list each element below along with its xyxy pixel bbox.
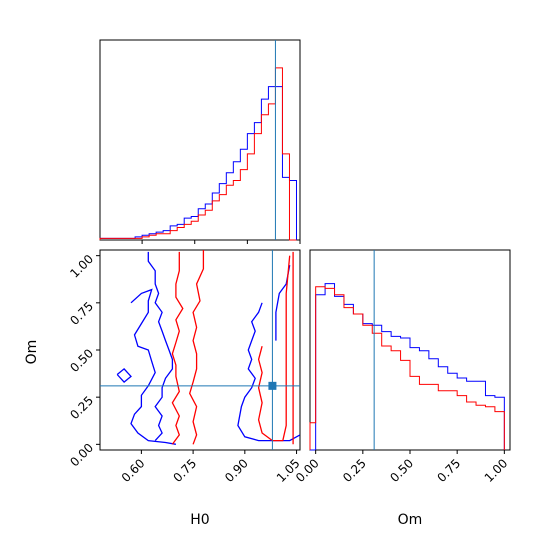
contour-ytick-label: 0.50: [67, 346, 96, 375]
hist-om-red-step: [309, 286, 505, 450]
contour-blue-2: [116, 368, 132, 383]
contour-ytick-label: 1.00: [67, 252, 96, 281]
hist-om-xtick-label: 0.25: [340, 456, 369, 485]
contour-frame: [99, 249, 301, 451]
contour-ytick-label: 0.00: [67, 441, 96, 470]
contour-lines: [100, 250, 300, 450]
x-axis-label-om: Om: [398, 512, 423, 528]
contour-red-5: [171, 251, 184, 445]
contour-ytick-label: 0.25: [67, 393, 96, 422]
contour-truth-marker: [268, 381, 277, 390]
contour-blue-3: [237, 302, 300, 442]
contour-ytick-label: 0.75: [67, 299, 96, 328]
hist-om-series: [309, 250, 505, 451]
hist-h0-red-step: [99, 67, 297, 241]
hist-om-frame: [309, 249, 511, 451]
hist-om-blue-step: [310, 283, 505, 451]
contour-xtick-label: 0.60: [119, 456, 148, 485]
contour-red-7: [257, 255, 291, 442]
hist-om-panel: 0.00 0.25 0.50 0.75 1.00 Om: [293, 249, 511, 528]
hist-h0-panel: [99, 39, 301, 244]
hist-h0-ticks: [141, 240, 301, 244]
y-axis-label-om: Om: [24, 340, 40, 365]
hist-om-ticks: 0.00 0.25 0.50 0.75 1.00: [293, 450, 510, 485]
hist-om-xtick-label: 0.50: [387, 456, 416, 485]
hist-om-xtick-label: 0.00: [293, 456, 322, 485]
hist-h0-blue-step: [99, 86, 297, 240]
hist-om-xtick-label: 0.75: [434, 456, 463, 485]
contour-xtick-label: 0.75: [170, 456, 199, 485]
hist-h0-series: [99, 40, 297, 241]
hist-om-xtick-label: 1.00: [482, 456, 511, 485]
contour-xtick-label: 0.90: [222, 456, 251, 485]
contour-blue-0: [147, 251, 174, 442]
x-axis-label-h0: H0: [190, 512, 209, 528]
contour-panel: 0.60 0.75 0.90 1.050.000.250.500.751.00 H0 …: [24, 249, 303, 528]
hist-h0-frame: [99, 39, 301, 241]
contour-blue-1: [130, 288, 177, 445]
contour-red-6: [189, 250, 205, 445]
